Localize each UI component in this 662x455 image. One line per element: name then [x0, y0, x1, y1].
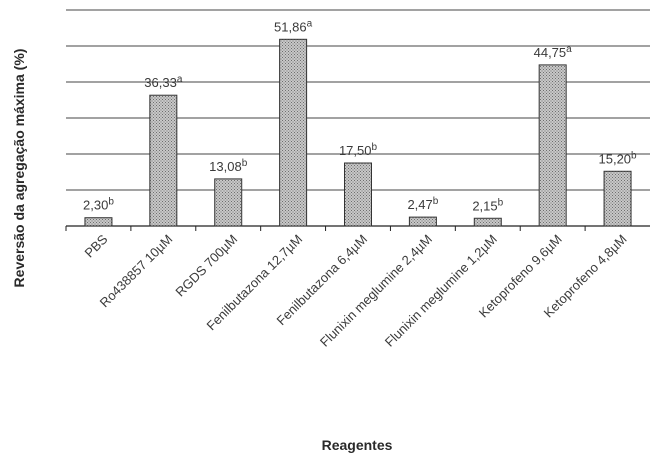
bar — [149, 94, 178, 227]
data-labels: 2,30b 36,33a 13,08b 51,86a 17,50b 2,47b 2,15b 4… — [83, 18, 637, 213]
x-tick-label: RGDS 700µM — [172, 232, 240, 300]
x-tick-label: Flunixin meglumine 1,2µM — [382, 232, 500, 350]
data-label: 15,20b — [599, 150, 638, 166]
x-tick-label: Flunixin meglumine 2,4µM — [317, 232, 435, 350]
x-axis-title: Reagentes — [322, 437, 393, 453]
data-label: 17,50b — [339, 142, 378, 158]
data-label: 2,30b — [83, 197, 114, 213]
data-label: 36,33a — [144, 74, 183, 90]
data-label: 2,15b — [472, 197, 503, 213]
data-label: 13,08b — [209, 158, 248, 174]
bar — [214, 178, 243, 227]
data-label: 51,86a — [274, 18, 313, 34]
bar — [603, 170, 632, 227]
bars — [84, 38, 632, 227]
bar — [279, 38, 308, 227]
data-label: 2,47b — [407, 196, 438, 212]
data-label: 44,75a — [534, 44, 573, 60]
bar — [344, 162, 372, 227]
x-tick-label: PBS — [82, 231, 111, 260]
bar — [84, 217, 113, 227]
bar — [473, 217, 502, 227]
bar — [538, 64, 567, 227]
y-axis-title: Reversão da agregação máxima (%) — [11, 49, 27, 288]
bar — [408, 216, 437, 227]
